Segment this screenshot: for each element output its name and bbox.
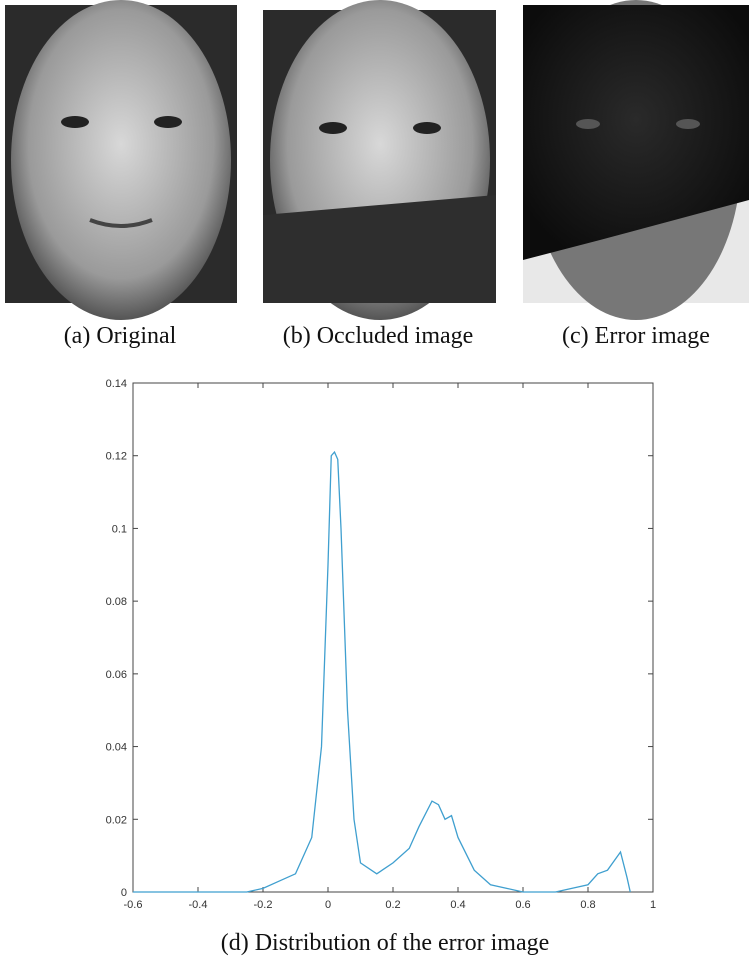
image-error xyxy=(523,0,749,320)
x-tick-label: 0.4 xyxy=(450,899,465,911)
x-tick-label: 0.8 xyxy=(580,899,595,911)
x-tick-label: 0.2 xyxy=(385,899,400,911)
plot-frame xyxy=(133,383,653,892)
panel-caption: (a) Original xyxy=(64,323,177,349)
panel-caption: (b) Occluded image xyxy=(283,323,474,349)
y-tick-label: 0.1 xyxy=(112,523,127,535)
y-tick-label: 0.04 xyxy=(106,742,127,754)
y-tick-label: 0.06 xyxy=(106,669,127,681)
y-tick-label: 0.02 xyxy=(106,814,127,826)
y-tick-label: 0.14 xyxy=(106,378,127,390)
panel-caption: (c) Error image xyxy=(562,323,710,349)
image-occluded xyxy=(263,0,496,320)
x-tick-label: -0.4 xyxy=(189,899,208,911)
image-original xyxy=(5,0,237,320)
x-tick-label: 0.6 xyxy=(515,899,530,911)
x-tick-label: 1 xyxy=(650,899,656,911)
figure: (a) Original (b) Occluded image (c) Error … xyxy=(0,0,749,969)
y-tick-label: 0 xyxy=(121,887,127,899)
y-tick-label: 0.12 xyxy=(106,451,127,463)
line-series xyxy=(133,452,630,892)
x-tick-label: 0 xyxy=(325,899,331,911)
chart-caption: (d) Distribution of the error image xyxy=(221,930,550,956)
x-tick-label: -0.2 xyxy=(254,899,273,911)
x-tick-label: -0.6 xyxy=(124,899,143,911)
y-tick-label: 0.08 xyxy=(106,596,127,608)
